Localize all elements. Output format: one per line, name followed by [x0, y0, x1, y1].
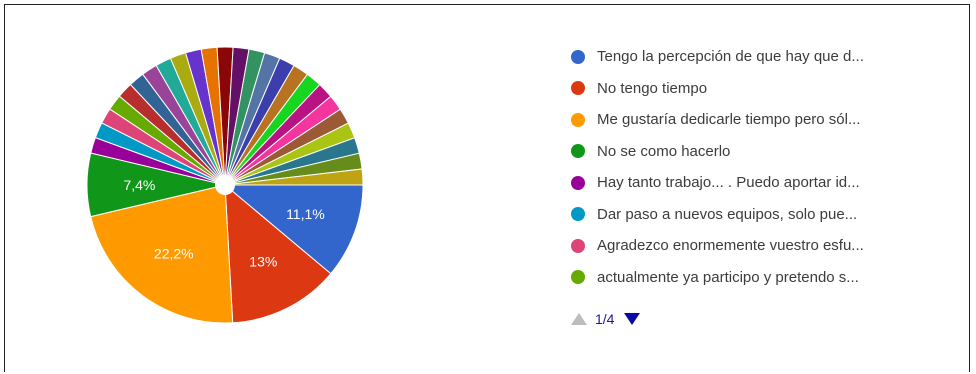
page-indicator: 1/4 [595, 311, 615, 327]
slice-data-label: 11,1% [286, 206, 325, 222]
slice-data-label: 13% [249, 253, 277, 269]
legend-swatch-icon [571, 238, 585, 253]
pie-slice[interactable] [90, 184, 234, 324]
legend-label: Me gustaría dedicarle tiempo pero sól... [597, 111, 861, 128]
pie-slice[interactable] [224, 168, 364, 186]
legend-swatch-icon [571, 175, 585, 190]
legend-item[interactable]: Agradezco enormemente vuestro esfu... [571, 236, 864, 255]
legend-swatch-icon [571, 144, 585, 158]
chart-frame: 11,1% 13% 22,2% 7,4% Tengo la percepción de… [4, 4, 970, 372]
legend-item[interactable]: Me gustaría dedicarle tiempo pero sól... [571, 110, 864, 129]
legend-pager: 1/4 [571, 311, 641, 327]
legend-swatch-icon [571, 112, 585, 127]
page-down-icon[interactable] [624, 313, 641, 325]
legend-swatch-icon [571, 270, 585, 284]
legend-label: Agradezco enormemente vuestro esfu... [597, 237, 864, 254]
legend-swatch-icon [571, 207, 585, 221]
legend-item[interactable]: Hay tanto trabajo... . Puedo aportar id.… [571, 173, 864, 192]
legend-item[interactable]: actualmente ya participo y pretendo s... [571, 268, 864, 287]
legend-label: No tengo tiempo [597, 79, 708, 97]
legend-label: No se como hacerlo [597, 142, 731, 160]
legend-label: Hay tanto trabajo... . Puedo aportar id.… [597, 174, 860, 191]
legend-swatch-icon [571, 49, 585, 64]
legend-item[interactable]: No se como hacerlo [571, 142, 864, 161]
pie-slice[interactable] [224, 183, 332, 324]
legend-label: actualmente ya participo y pretendo s... [597, 268, 859, 286]
pie-chart: 11,1% 13% 22,2% 7,4% [86, 46, 364, 324]
legend-label: Dar paso a nuevos equipos, solo pue... [597, 205, 858, 223]
slice-data-label: 7,4% [123, 177, 155, 193]
page-up-icon[interactable] [571, 313, 587, 325]
legend-item[interactable]: No tengo tiempo [571, 79, 864, 98]
legend-item[interactable]: Dar paso a nuevos equipos, solo pue... [571, 205, 864, 224]
legend-swatch-icon [571, 81, 585, 95]
pie-center [215, 175, 235, 195]
pie-slice[interactable] [223, 184, 364, 275]
legend-item[interactable]: Tengo la percepción de que hay que d... [571, 47, 864, 66]
legend: Tengo la percepción de que hay que d... … [571, 47, 864, 299]
slice-data-label: 22,2% [154, 246, 194, 262]
legend-label: Tengo la percepción de que hay que d... [597, 48, 864, 65]
